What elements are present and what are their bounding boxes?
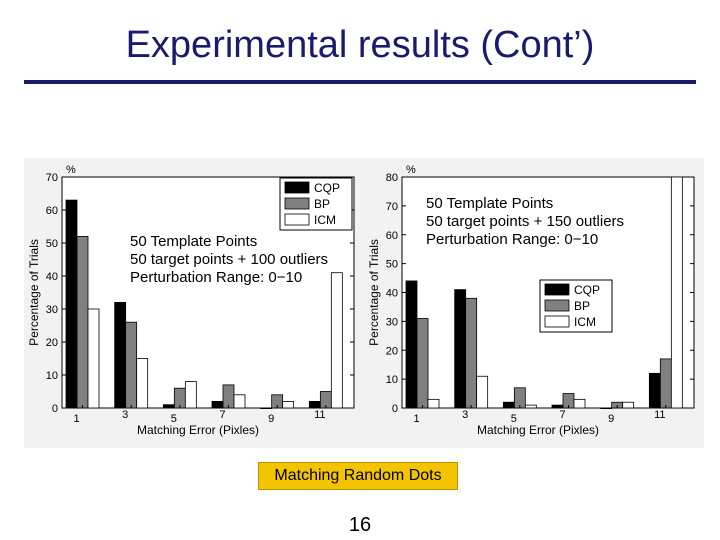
bar-icm xyxy=(670,176,683,409)
title-underline xyxy=(24,80,696,84)
y-tick-label: 70 xyxy=(386,201,398,213)
bar-bp xyxy=(76,236,89,409)
bar-cqp xyxy=(648,372,661,409)
bar-cqp xyxy=(502,401,515,409)
bar-cqp xyxy=(260,407,273,410)
y-tick-label: 10 xyxy=(386,374,398,386)
bar-cqp xyxy=(114,301,127,409)
annotation-text: Perturbation Range: 0−10 xyxy=(130,269,302,286)
bar-cqp xyxy=(211,400,224,409)
bar-bp xyxy=(125,321,138,409)
y-tick-label: 40 xyxy=(386,288,398,300)
bar-cqp xyxy=(65,199,78,409)
x-axis-label: Matching Error (Pixles) xyxy=(477,423,599,437)
y-tick-label: 70 xyxy=(46,172,58,184)
bar-cqp xyxy=(162,404,175,409)
legend-label: ICM xyxy=(314,213,336,227)
y-tick-label: 60 xyxy=(386,230,398,242)
bar-icm xyxy=(184,381,197,409)
legend-label: BP xyxy=(574,299,590,313)
x-tick-label: 3 xyxy=(462,409,468,421)
bar-icm xyxy=(233,394,246,409)
bar-bp xyxy=(659,358,672,409)
annotation-text: 50 target points + 150 outliers xyxy=(426,213,624,230)
slide-title: Experimental results (Cont’) xyxy=(125,24,595,66)
y-tick-label: 20 xyxy=(46,337,58,349)
y-tick-label: 0 xyxy=(392,403,398,415)
bar-icm xyxy=(573,398,586,409)
legend-label: ICM xyxy=(574,315,596,329)
annotation-text: 50 Template Points xyxy=(426,195,553,212)
annotation-text: Perturbation Range: 0−10 xyxy=(426,231,598,248)
y-axis-label: Percentage of Trials xyxy=(367,239,381,346)
x-tick-label: 7 xyxy=(559,409,565,421)
annotation-text: 50 target points + 100 outliers xyxy=(130,251,328,268)
x-tick-label: 5 xyxy=(511,413,517,425)
bar-cqp xyxy=(405,280,418,409)
bar-icm xyxy=(282,400,295,409)
bar-icm xyxy=(476,375,489,409)
x-tick-label: 7 xyxy=(219,409,225,421)
figure-caption: Matching Random Dots xyxy=(258,462,458,490)
chart-right: 0 10 20 30 40 50 60 70 80% Percentage of Trials 1 3… xyxy=(367,164,695,437)
x-tick-label: 1 xyxy=(413,413,419,425)
y-tick-label: 30 xyxy=(386,316,398,328)
legend-swatch xyxy=(284,213,310,226)
bar-icm xyxy=(622,401,635,409)
bar-icm xyxy=(524,404,537,409)
y-axis-label: Percentage of Trials xyxy=(27,239,41,346)
x-axis-label: Matching Error (Pixles) xyxy=(137,423,259,437)
y-tick-label: 20 xyxy=(386,345,398,357)
bar-icm xyxy=(427,398,440,409)
bar-bp xyxy=(222,384,235,409)
bar-icm xyxy=(136,358,149,409)
bar-cqp xyxy=(308,400,321,409)
legend-swatch xyxy=(544,283,570,296)
bar-cqp xyxy=(551,404,564,409)
legend-swatch xyxy=(284,181,310,194)
y-tick-label: 0 xyxy=(52,403,58,415)
x-tick-label: 1 xyxy=(73,413,79,425)
bar-bp xyxy=(416,318,429,409)
bar-bp xyxy=(513,387,526,409)
legend-swatch xyxy=(544,299,570,312)
bar-icm xyxy=(330,272,343,409)
bar-cqp xyxy=(600,407,613,410)
x-tick-label: 3 xyxy=(122,409,128,421)
chart-left: 0 10 20 30 40 50 60 70% Percentage of Trials 1 3 5 7… xyxy=(27,164,355,437)
legend-label: CQP xyxy=(574,283,600,297)
x-tick-label: 5 xyxy=(171,413,177,425)
legend-swatch xyxy=(284,197,310,210)
y-unit-label: % xyxy=(66,164,76,176)
y-tick-label: 40 xyxy=(46,271,58,283)
y-tick-label: 50 xyxy=(386,259,398,271)
x-tick-label: 11 xyxy=(654,409,665,421)
y-tick-label: 60 xyxy=(46,205,58,217)
annotation-text: 50 Template Points xyxy=(130,233,257,250)
legend-label: BP xyxy=(314,197,330,211)
legend-swatch xyxy=(544,315,570,328)
y-tick-label: 80 xyxy=(386,172,398,184)
y-tick-label: 50 xyxy=(46,238,58,250)
x-tick-label: 9 xyxy=(268,413,274,425)
x-tick-label: 11 xyxy=(314,409,325,421)
bar-cqp xyxy=(454,289,467,409)
page-number: 16 xyxy=(348,514,372,536)
y-unit-label: % xyxy=(406,164,416,176)
legend-label: CQP xyxy=(314,181,340,195)
y-tick-label: 10 xyxy=(46,370,58,382)
x-tick-label: 9 xyxy=(608,413,614,425)
bar-icm xyxy=(87,308,100,409)
y-tick-label: 30 xyxy=(46,304,58,316)
bar-bp xyxy=(465,297,478,409)
